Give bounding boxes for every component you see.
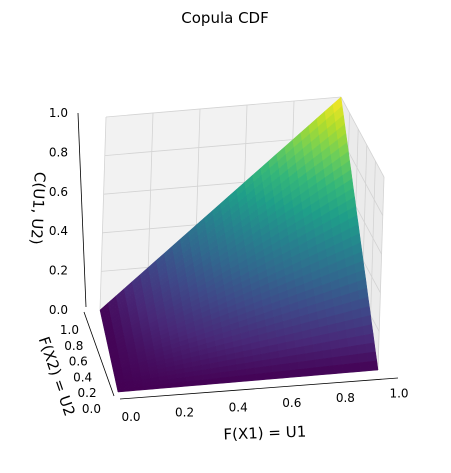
surface-cell	[366, 351, 378, 363]
surface-cell	[363, 324, 374, 336]
surface-cell	[339, 346, 350, 357]
surface-cell	[349, 353, 360, 364]
surface-cell	[280, 363, 291, 372]
surface-cell	[143, 385, 153, 391]
surface-cell	[340, 355, 352, 365]
surface-cell	[324, 365, 335, 375]
y-axis-line	[83, 311, 115, 397]
surface-cell	[289, 361, 300, 371]
surface-cell	[367, 360, 379, 371]
surface-cell	[194, 379, 205, 386]
z-tick-label: 0.0	[49, 303, 68, 317]
surface-cell	[134, 386, 145, 391]
z-tick-label: 0.2	[49, 264, 68, 278]
z-tick-label: 0.4	[49, 224, 68, 238]
surface-cell	[254, 366, 265, 375]
surface-cell	[272, 371, 283, 380]
surface-cell	[341, 363, 353, 374]
surface-cell	[263, 365, 274, 374]
surface-cell	[186, 380, 197, 387]
tick-labels: 0.0 0.2 0.4 0.6 0.8 1.00.00.20.40.60.81.00.00…	[49, 106, 409, 424]
surface-cell	[358, 352, 369, 364]
surface-cell	[314, 358, 326, 368]
z-tick-label: 0.8	[49, 145, 68, 159]
surface-cell	[306, 359, 317, 369]
surface-cell	[350, 362, 361, 373]
surface-cell	[229, 375, 240, 383]
surface-cell	[315, 366, 327, 376]
surface-cell	[220, 376, 231, 384]
x-axis-line	[119, 377, 399, 400]
x-axis-label: F(X1) = U1	[223, 423, 306, 444]
z-axis-line	[77, 112, 87, 308]
surface-cell	[355, 334, 366, 346]
surface-cell	[333, 364, 344, 374]
surface-cell	[356, 343, 368, 355]
x-tick-label: 0.0	[121, 410, 140, 424]
surface-cell	[237, 368, 248, 377]
surface-plot	[99, 96, 379, 393]
surface-cell	[288, 354, 299, 364]
y-tick-label: 0.0	[82, 402, 101, 416]
z-tick-label: 0.6	[49, 185, 68, 199]
grid-line-y-right	[377, 176, 385, 371]
surface-cell	[151, 384, 162, 390]
surface-cell	[305, 352, 316, 362]
x-tick-label: 0.8	[336, 391, 355, 405]
surface-cell	[331, 347, 342, 358]
surface-cell	[246, 373, 257, 382]
surface-cell	[281, 370, 292, 379]
surface-cell	[125, 387, 136, 392]
x-tick-label: 0.6	[282, 396, 301, 410]
surface-cell	[279, 356, 290, 365]
surface-cell	[347, 336, 358, 348]
surface-cell	[322, 349, 333, 359]
surface-cell	[296, 353, 307, 363]
surface-cell	[255, 372, 266, 381]
surface-cell	[212, 377, 223, 385]
surface-cell	[345, 327, 357, 339]
surface-cell	[297, 360, 308, 370]
surface-cell	[365, 342, 376, 354]
surface-cell	[348, 345, 359, 356]
surface-cell	[298, 368, 309, 377]
y-tick-label: 0.4	[73, 370, 92, 384]
surface-cell	[364, 333, 375, 345]
x-tick-label: 0.4	[229, 401, 248, 415]
surface-cell	[238, 374, 249, 382]
surface-cell	[203, 378, 214, 385]
grid-line-z-back	[105, 96, 342, 118]
surface-cell	[338, 338, 349, 349]
surface-cell	[271, 364, 282, 373]
surface-cell	[264, 371, 275, 380]
y-tick-label: 0.6	[69, 355, 88, 369]
surface-cell	[307, 367, 318, 377]
z-axis-label: C(U1, U2)	[27, 171, 49, 245]
axis-lines	[77, 112, 399, 400]
surface-cell	[313, 350, 325, 361]
surface-cell	[169, 382, 179, 388]
z-tick-label: 1.0	[49, 106, 68, 120]
grid-line-x-back	[99, 116, 107, 311]
x-tick-label: 0.2	[175, 405, 194, 419]
y-tick-label: 0.8	[64, 339, 83, 353]
surface-cell	[177, 381, 188, 388]
surface-cell	[359, 361, 370, 372]
surface-cell	[321, 341, 332, 352]
y-tick-label: 1.0	[60, 323, 79, 337]
surface-cell	[329, 339, 341, 350]
surface-cell	[290, 369, 301, 378]
surface-cell	[160, 383, 171, 389]
chart-title: Copula CDF	[181, 9, 268, 27]
x-tick-label: 1.0	[389, 387, 408, 401]
y-tick-label: 0.2	[78, 386, 97, 400]
surface-cell	[323, 357, 334, 367]
grid-line-z-right	[340, 96, 385, 178]
surface-cell	[332, 356, 343, 366]
